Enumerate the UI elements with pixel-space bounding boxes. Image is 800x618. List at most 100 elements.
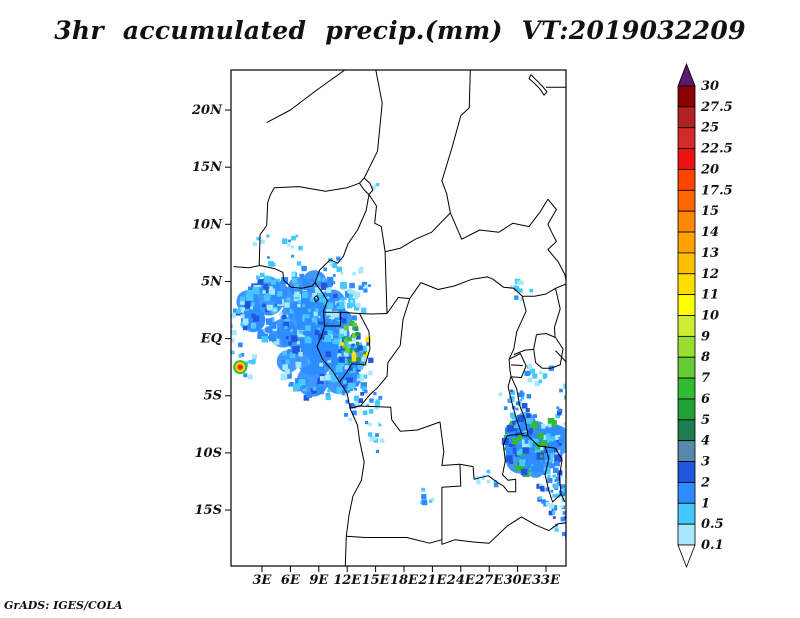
precip-cell: [377, 422, 381, 426]
precip-cell: [486, 469, 491, 474]
precip-cell: [369, 436, 375, 442]
precip-cell: [356, 302, 361, 308]
precip-cell: [513, 415, 518, 420]
precip-cell: [562, 383, 566, 389]
precip-cell: [353, 332, 361, 340]
precip-cell: [522, 423, 529, 431]
precip-cell: [349, 382, 356, 390]
precip-cell: [250, 306, 253, 310]
colorbar-segment: [677, 273, 696, 296]
precip-cell: [564, 515, 566, 520]
precip-cell: [324, 374, 331, 381]
precip-cell: [375, 433, 379, 437]
precip-cell: [313, 311, 321, 319]
precip-cell: [352, 271, 356, 276]
precip-cell: [363, 288, 368, 293]
colorbar-label: 7: [701, 371, 710, 386]
precip-cell: [312, 292, 317, 298]
precip-cell: [326, 330, 333, 336]
precip-cell: [547, 423, 552, 428]
precip-cell: [378, 423, 382, 427]
colorbar-label: 17.5: [701, 183, 733, 198]
precip-cell: [560, 516, 566, 522]
precip-cell: [550, 489, 554, 493]
precip-cell: [344, 412, 348, 417]
country-border: [510, 364, 523, 366]
country-border: [492, 278, 527, 377]
lat-tick-label: 20N: [191, 103, 223, 118]
precip-cell: [537, 432, 544, 439]
precip-cell: [291, 254, 295, 258]
precip-cell: [322, 292, 328, 298]
precip-cell: [312, 387, 317, 391]
precip-cell: [277, 291, 283, 297]
precip-cell: [525, 418, 532, 425]
precip-cell: [555, 434, 561, 440]
precip-cell: [276, 278, 280, 282]
precip-cell: [539, 454, 543, 458]
precip-cell: [259, 272, 265, 278]
precip-cell: [512, 437, 519, 445]
precip-cell: [343, 325, 349, 331]
precip-cell: [549, 503, 555, 509]
colorbar-label: 6: [701, 392, 710, 407]
precip-cell: [304, 318, 313, 326]
precip-cell: [274, 296, 283, 305]
colorbar-segment: [677, 106, 696, 129]
country-border: [527, 435, 556, 449]
colorbar-label: 9: [701, 329, 710, 344]
precip-cell: [328, 347, 333, 353]
precip-cell: [292, 304, 300, 312]
precip-cell: [335, 365, 343, 373]
precip-cell: [310, 297, 316, 303]
precip-cell: [252, 358, 256, 363]
precip-cell: [294, 284, 300, 290]
precip-cell: [352, 410, 357, 416]
precip-cell: [286, 297, 291, 302]
precip-cell: [361, 386, 367, 392]
lat-tick-label: 10S: [195, 446, 222, 461]
precip-cell: [539, 485, 545, 491]
precip-cell: [531, 447, 536, 451]
precip-cell: [332, 339, 337, 344]
precip-cell: [248, 359, 252, 364]
precip-cell: [244, 311, 250, 317]
precip-cell: [323, 330, 328, 335]
precip-cell: [544, 454, 551, 460]
precip-cell: [520, 392, 525, 397]
precip-cell: [315, 382, 320, 386]
lon-tick-label: 33E: [532, 573, 561, 588]
precip-cell: [545, 487, 550, 492]
precip-cell: [254, 326, 260, 331]
precip-cell: [266, 304, 273, 311]
precip-cell: [338, 356, 345, 363]
precip-cell: [557, 408, 562, 413]
plot-title: 3hr accumulated precip.(mm) VT:201903220…: [54, 16, 746, 45]
precip-cell: [351, 349, 356, 354]
colorbar-segment: [677, 461, 696, 483]
precip-cell: [321, 289, 325, 293]
precip-cell: [243, 301, 252, 309]
precip-cell: [513, 422, 520, 429]
precip-cell: [289, 308, 295, 314]
lat-tick-label: 10N: [192, 217, 223, 232]
precip-cell: [510, 389, 513, 393]
lon-tick-label: 30E: [504, 573, 533, 588]
precip-cell: [253, 304, 261, 312]
precip-cell: [519, 398, 523, 402]
precip-cell: [306, 301, 314, 308]
precip-cell: [257, 279, 264, 285]
precip-cell: [360, 382, 368, 389]
precip-cell: [354, 387, 358, 391]
precip-cell: [564, 383, 566, 389]
precip-cell: [361, 281, 368, 288]
precip-cell: [509, 285, 514, 289]
precip-cell: [326, 276, 334, 284]
precip-cell: [355, 331, 360, 336]
precip-cell: [343, 380, 347, 384]
precip-cell: [271, 279, 277, 285]
precip-cell: [351, 352, 357, 358]
precip-cell: [511, 416, 515, 420]
